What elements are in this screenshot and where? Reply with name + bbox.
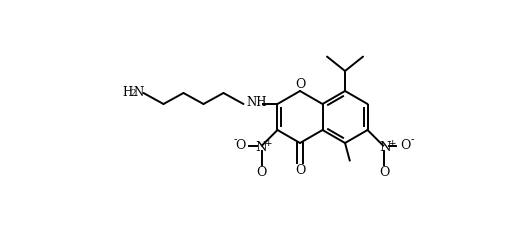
Text: O: O [236,138,246,151]
Text: N: N [255,140,267,153]
Text: -: - [233,134,237,144]
Text: H: H [122,86,133,99]
Text: O: O [295,77,305,90]
Text: NH: NH [246,96,267,109]
Text: -: - [410,134,414,144]
Text: O: O [379,165,390,178]
Text: N: N [379,140,391,153]
Text: O: O [257,165,267,178]
Text: N: N [133,86,143,99]
Text: +: + [388,138,396,147]
Text: O: O [400,138,410,151]
Text: 2: 2 [131,88,136,97]
Text: +: + [264,138,271,147]
Text: O: O [295,164,305,177]
